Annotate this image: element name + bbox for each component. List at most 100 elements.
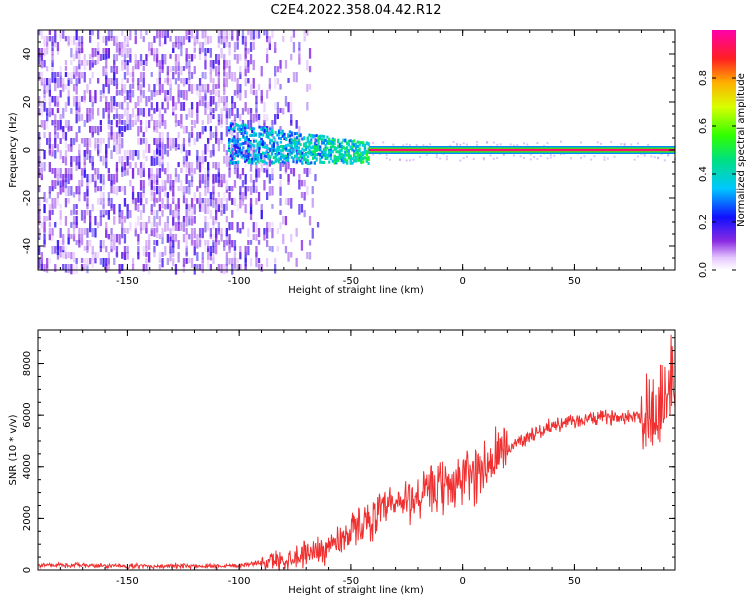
spectrogram-cell xyxy=(110,36,113,41)
spectrogram-cell xyxy=(249,54,253,65)
spectrogram-cell xyxy=(40,108,43,117)
spectrogram-cell xyxy=(201,72,204,79)
spectrogram-cell xyxy=(86,174,89,183)
spectrogram-cell xyxy=(526,143,529,146)
spectrogram-cell xyxy=(161,84,164,93)
spectrogram-cell xyxy=(313,147,316,151)
spectrogram-cell xyxy=(174,204,178,211)
spectrogram-cell xyxy=(91,156,94,166)
spectrogram-cell xyxy=(188,60,191,68)
spectrogram-cell xyxy=(156,198,159,203)
spectrogram-cell xyxy=(388,158,391,161)
spectrogram-cell xyxy=(131,120,135,127)
spectrogram-cell xyxy=(353,154,356,157)
spectrogram-cell xyxy=(204,36,207,46)
spectrogram-cell xyxy=(244,204,247,214)
spectrogram-cell xyxy=(266,228,269,239)
spectrogram-cell xyxy=(148,144,151,153)
spectrogram-cell xyxy=(225,30,228,40)
spectrogram-cell xyxy=(217,264,220,272)
spectrogram-cell xyxy=(212,84,215,95)
spectrogram-cell xyxy=(43,216,46,224)
spectrogram-cell xyxy=(276,102,279,109)
spectrogram-cell xyxy=(182,234,186,243)
spectrogram-cell xyxy=(43,84,46,95)
spectrogram-cell xyxy=(139,90,143,96)
spectrogram-cell xyxy=(164,186,167,197)
spectrogram-cell xyxy=(91,162,94,171)
spectrogram-cell xyxy=(142,60,145,66)
spectrogram-cell xyxy=(190,216,194,226)
spectrogram-cell xyxy=(365,159,368,163)
spectrogram-cell xyxy=(315,134,318,138)
spectrogram-cell xyxy=(356,145,359,148)
spectrogram-cell xyxy=(161,114,164,123)
spectrogram-cell xyxy=(324,155,327,159)
spectrogram-cell xyxy=(142,90,145,99)
spectrogram-cell xyxy=(172,252,175,257)
spectrogram-cell xyxy=(142,168,145,177)
spectrogram-cell xyxy=(46,258,49,269)
spectrogram-cell xyxy=(67,90,70,97)
spectrogram-cell xyxy=(290,144,293,148)
spectrogram-cell xyxy=(89,54,92,60)
spectrogram-cell xyxy=(166,192,169,198)
spectrogram-cell xyxy=(113,240,116,251)
spectrogram-cell xyxy=(137,192,140,203)
spectrogram-cell xyxy=(99,216,102,227)
spectrogram-cell xyxy=(153,186,156,192)
spectrogram-cell xyxy=(188,180,191,187)
spectrogram-cell xyxy=(142,72,145,79)
spectrogram-cell xyxy=(331,145,334,148)
spectrogram-cell xyxy=(220,138,223,144)
spectrogram-cell xyxy=(212,252,215,259)
spectrogram-cell xyxy=(297,156,300,160)
spectrogram-cell xyxy=(220,96,223,104)
spectrogram-cell xyxy=(244,36,247,46)
spectrogram-cell xyxy=(362,157,365,160)
spectrogram-cell xyxy=(249,204,253,215)
spectrogram-cell xyxy=(161,258,164,268)
spectrogram-cell xyxy=(164,30,167,38)
spectrogram-cell xyxy=(256,153,259,157)
spectrogram-cell xyxy=(126,108,129,115)
spectrogram-cell xyxy=(220,264,223,274)
spectrogram-cell xyxy=(105,156,108,163)
spectrogram-cell xyxy=(99,186,102,192)
spectrogram-cell xyxy=(324,153,327,157)
spectrogram-cell xyxy=(212,108,215,114)
spectrogram-cell xyxy=(158,156,161,167)
spectrogram-cell xyxy=(215,138,218,144)
spectrogram-cell xyxy=(38,138,41,145)
spectrogram-cell xyxy=(172,186,175,197)
spectrogram-cell xyxy=(182,216,186,223)
spectrogram-cell xyxy=(102,258,105,268)
spectrogram-cell xyxy=(105,246,108,253)
spectrogram-cell xyxy=(502,153,505,156)
spectrogram-cell xyxy=(225,240,228,246)
spectrogram-cell xyxy=(97,174,100,180)
spectrogram-cell xyxy=(287,155,290,159)
spectrogram-cell xyxy=(244,78,247,87)
spectrogram-cell xyxy=(169,174,172,180)
spectrogram-cell xyxy=(244,130,247,134)
spectrogram-cell xyxy=(97,144,100,155)
spectrogram-cell xyxy=(236,78,239,88)
spectrogram-cell xyxy=(180,42,183,49)
spectrogram-cell xyxy=(190,126,194,132)
spectrogram-cell xyxy=(158,234,161,239)
spectrogram-cell xyxy=(570,157,572,160)
spectrogram-cell xyxy=(324,143,327,147)
spectrogram-cell xyxy=(145,258,148,264)
spectrogram-cell xyxy=(266,114,269,122)
spectrogram-cell xyxy=(265,161,268,165)
spectrogram-cell xyxy=(99,192,102,203)
spectrogram-cell xyxy=(338,153,341,157)
spectrogram-cell xyxy=(150,48,153,56)
spectrogram-cell xyxy=(559,153,562,156)
spectrogram-cell xyxy=(182,198,186,204)
spectrogram-cell xyxy=(166,174,169,184)
spectrogram-cell xyxy=(217,120,220,126)
spectrogram-cell xyxy=(54,222,57,228)
y-tick-label: -40 xyxy=(22,238,33,254)
